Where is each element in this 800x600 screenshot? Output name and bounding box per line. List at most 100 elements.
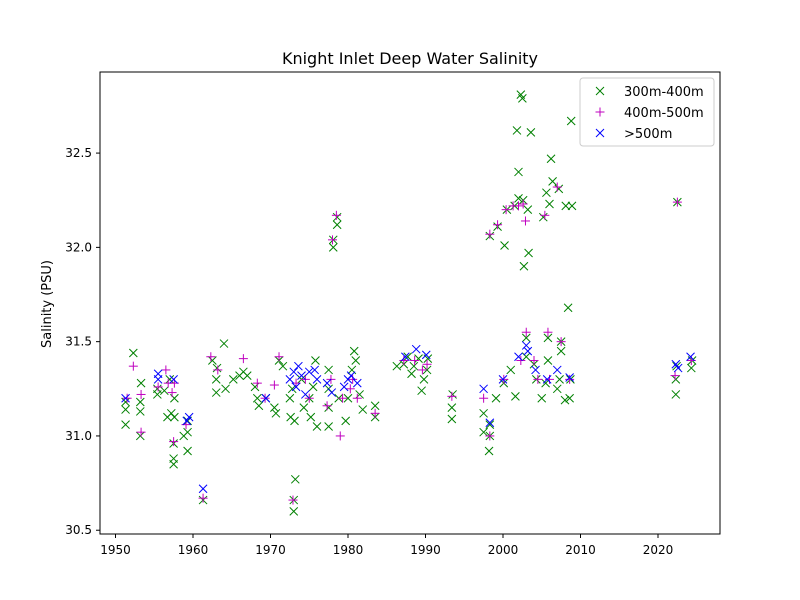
data-point [555, 375, 564, 384]
y-tick-label: 32.5 [65, 146, 92, 160]
data-point [567, 201, 577, 211]
x-tick-label: 1960 [178, 543, 209, 557]
data-point [269, 380, 279, 390]
data-point [565, 373, 575, 382]
data-point [485, 418, 495, 428]
data-point [289, 507, 299, 516]
data-point [213, 365, 223, 375]
y-tick-label: 30.5 [65, 523, 92, 537]
data-point [339, 382, 349, 392]
legend-label: 300m-400m [624, 85, 704, 100]
x-tick-label: 2020 [643, 543, 674, 557]
data-point [556, 337, 566, 347]
data-point [169, 437, 179, 447]
data-point [514, 167, 523, 177]
data-point [512, 126, 522, 135]
data-point [565, 393, 575, 403]
data-point [516, 356, 526, 366]
data-point [543, 333, 553, 343]
data-point [672, 197, 682, 207]
data-point [270, 403, 279, 413]
data-point [485, 431, 495, 441]
data-point [169, 454, 178, 463]
data-point [327, 388, 337, 397]
data-point [511, 391, 520, 401]
data-point [206, 352, 216, 362]
data-point [252, 393, 262, 403]
data-point [533, 374, 543, 384]
data-point [447, 414, 457, 424]
data-point [198, 484, 208, 494]
data-point [479, 384, 488, 394]
data-point [121, 420, 130, 429]
data-point [324, 365, 333, 375]
data-point [128, 361, 138, 371]
data-point [153, 382, 163, 392]
legend-item: 300m-400m [595, 85, 704, 100]
data-point [308, 382, 318, 392]
data-point [448, 390, 457, 399]
data-point [514, 201, 523, 211]
data-point [411, 344, 421, 354]
data-point [514, 193, 523, 203]
y-axis-label: Salinity (PSU) [40, 260, 55, 348]
data-point [285, 375, 295, 384]
data-point [278, 361, 288, 371]
data-point [686, 352, 695, 362]
data-point [499, 374, 509, 384]
data-point [392, 361, 402, 371]
y-tick-label: 31.5 [65, 335, 92, 349]
data-point [500, 241, 509, 250]
data-point [311, 356, 320, 365]
data-point [184, 412, 194, 422]
data-point [332, 212, 342, 222]
data-point [563, 303, 573, 313]
data-point [671, 390, 681, 399]
plot-area [121, 90, 697, 516]
data-point [198, 493, 208, 503]
data-point [135, 431, 145, 441]
data-point [312, 375, 322, 384]
data-point [208, 356, 217, 365]
data-point [403, 352, 413, 362]
data-point [254, 401, 264, 411]
data-point [170, 412, 179, 422]
data-point [252, 378, 262, 388]
axis-ticks: 1950 1960 1970 1980 1990 2000 2010 2020 30.5 31.0… [65, 146, 673, 557]
data-point [484, 446, 494, 456]
data-point [518, 199, 528, 209]
data-point [299, 403, 309, 413]
legend-marker [595, 107, 605, 117]
data-point [165, 375, 175, 384]
data-point [169, 375, 178, 384]
data-point [529, 356, 539, 366]
data-point [479, 408, 488, 418]
x-tick-label: 1970 [255, 543, 286, 557]
data-point [343, 393, 353, 403]
legend-box [579, 77, 715, 147]
data-point [136, 378, 146, 388]
data-point [370, 408, 380, 418]
data-point [552, 384, 562, 394]
data-point [501, 205, 511, 215]
data-point [493, 220, 503, 230]
data-point [538, 212, 548, 222]
data-point [341, 416, 351, 426]
data-point [221, 384, 230, 394]
data-point [554, 184, 564, 194]
data-point [421, 350, 431, 360]
data-point [335, 431, 345, 441]
data-point [310, 365, 320, 375]
data-point [548, 177, 557, 186]
data-point [400, 352, 410, 362]
legend-item: 400m-500m [595, 106, 704, 121]
data-point [128, 348, 138, 358]
data-point [324, 422, 333, 431]
data-point [673, 363, 683, 373]
data-point [521, 341, 531, 350]
data-point [294, 361, 303, 371]
data-point [352, 393, 362, 403]
data-point [183, 427, 192, 437]
series-2 [121, 341, 695, 494]
